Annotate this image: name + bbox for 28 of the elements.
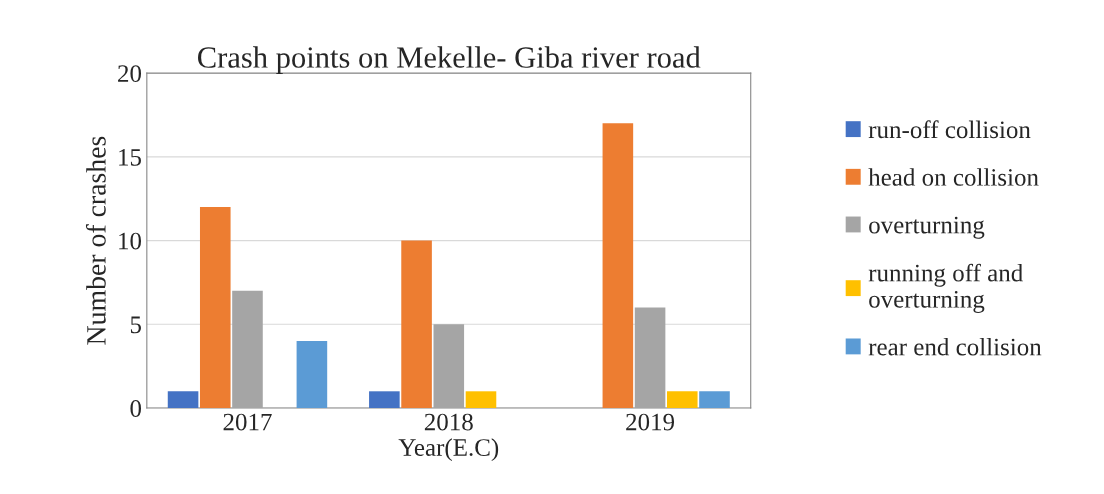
chart-title: Crash points on Mekelle- Giba river road [198,46,701,75]
y-tick-label: 5 [130,316,141,334]
bar [634,307,666,409]
bar [401,240,432,409]
x-tick-label: 2019 [626,413,675,431]
legend-label: running off and overturning [868,263,1023,313]
bar [199,207,231,409]
legend-label: rear end collision [868,337,1042,356]
legend-label: run-off collision [868,120,1031,139]
x-axis-title: Year(E.C) [398,438,499,462]
y-tick-label: 0 [130,400,142,417]
x-tick-label: 2017 [223,413,272,431]
y-tick-label: 10 [119,232,142,250]
bar [296,341,328,409]
bar [369,391,400,409]
legend-label: overturning [869,216,985,239]
bar [602,123,634,409]
bar [666,391,698,409]
bar [167,391,199,409]
bar [465,391,497,409]
legend-label: head on collision [868,168,1039,186]
y-axis-title: Number of crashes [85,136,106,345]
bar [433,324,465,409]
bar [699,391,730,409]
y-tick-label: 15 [119,149,141,166]
bar [232,290,263,409]
x-tick-label: 2018 [424,413,473,431]
y-tick-label: 20 [118,65,142,83]
